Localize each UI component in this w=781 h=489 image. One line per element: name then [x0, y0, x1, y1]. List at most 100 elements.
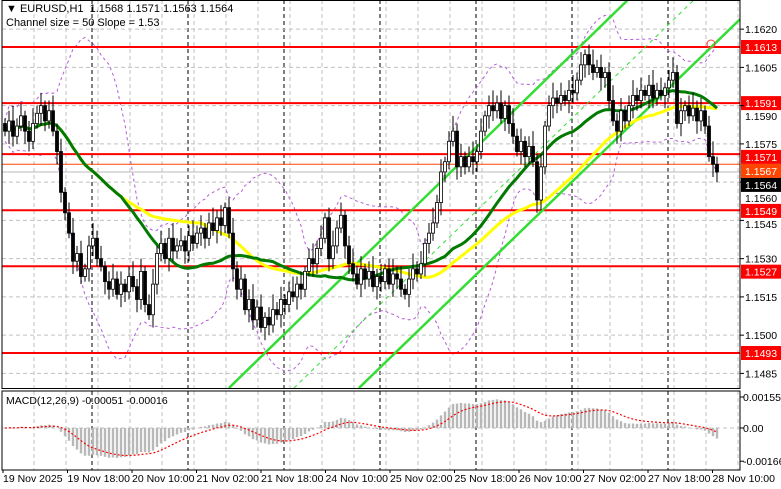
candle-body [691, 107, 695, 117]
candle-body [407, 278, 411, 295]
candle [167, 228, 171, 272]
candle-body [427, 232, 431, 244]
candle [235, 261, 239, 300]
candle-body [527, 146, 531, 158]
candle-body [291, 291, 295, 298]
triangle-down-icon[interactable]: ▼ [6, 3, 20, 15]
candle-body [559, 95, 563, 104]
candle-body [391, 273, 395, 285]
candle-body [531, 146, 535, 163]
macd-histogram-bar [639, 423, 643, 428]
macd-histogram-bar [151, 428, 155, 451]
macd-histogram-bar [375, 428, 379, 430]
macd-histogram-bar [595, 408, 599, 428]
candle [595, 59, 599, 78]
macd-histogram-bar [299, 428, 303, 437]
candle [211, 207, 215, 236]
macd-histogram-bar [295, 428, 299, 438]
candle-body [287, 291, 291, 305]
candle-body [623, 110, 627, 122]
macd-histogram-bar [259, 428, 263, 443]
candle-body [231, 232, 235, 270]
time-tick-label: 20 Nov 10:00 [132, 473, 195, 485]
ask-price-label-bg [741, 163, 781, 178]
macd-histogram-bar [659, 423, 663, 428]
candle [387, 258, 391, 290]
candle [155, 245, 159, 295]
candle [647, 75, 651, 109]
candle-body [259, 306, 263, 328]
macd-histogram-bar [219, 423, 223, 428]
macd-histogram-bar [511, 404, 515, 428]
candle [171, 222, 175, 262]
candle [355, 266, 359, 290]
candle [583, 49, 587, 78]
macd-histogram-bar [379, 428, 383, 430]
macd-histogram-bar [483, 401, 487, 428]
time-tick-label: 25 Nov 02:00 [390, 473, 453, 485]
candle [563, 90, 567, 106]
candle [283, 294, 287, 315]
candle-body [215, 217, 219, 232]
candle-body [463, 156, 467, 168]
macd-histogram-bar [579, 409, 583, 428]
candle-body [23, 115, 27, 132]
candle-body [371, 270, 375, 288]
candle-body [375, 276, 379, 288]
candle [87, 235, 91, 282]
macd-histogram-bar [491, 399, 495, 428]
macd-histogram-bar [59, 428, 63, 432]
macd-histogram-bar [203, 426, 207, 428]
candle [483, 110, 487, 137]
candle-body [471, 156, 475, 163]
candle [411, 253, 415, 290]
candle-body [431, 222, 435, 234]
candle [623, 105, 627, 129]
candle [47, 100, 51, 129]
candle-body [659, 89, 663, 96]
macd-histogram-bar [503, 400, 507, 428]
macd-histogram-bar [131, 428, 135, 455]
level-price-label: 1.1549 [745, 206, 777, 218]
macd-title: MACD(12,26,9) -0.00051 -0.00016 [6, 395, 168, 407]
candle [691, 92, 695, 121]
macd-histogram-bar [603, 410, 607, 428]
candle-body [479, 130, 483, 152]
candle-body [279, 299, 283, 316]
candle [275, 302, 279, 320]
candle [51, 95, 55, 137]
candle-body [147, 304, 151, 316]
macd-tick-label: 0.00155 [743, 392, 781, 404]
macd-histogram-bar [215, 423, 219, 428]
candle [27, 120, 31, 152]
candle [19, 103, 23, 132]
macd-histogram-bar [623, 423, 627, 428]
candle-body [175, 245, 179, 252]
candle-body [331, 245, 335, 260]
candle-body [635, 95, 639, 101]
candle-body [103, 265, 107, 282]
candle [559, 82, 563, 111]
candle-body [539, 166, 543, 201]
level-price-label: 1.1591 [745, 98, 777, 110]
macd-histogram-bar [371, 428, 375, 429]
macd-histogram-bar [283, 428, 287, 442]
candle-body [567, 89, 571, 101]
macd-histogram-bar [383, 428, 387, 430]
candle [531, 131, 535, 167]
candle [463, 151, 467, 175]
candle [187, 225, 191, 262]
candle [671, 57, 675, 88]
candle [419, 251, 423, 280]
macd-panel [2, 391, 740, 470]
candle [683, 100, 687, 121]
macd-histogram-bar [339, 417, 343, 428]
candle [659, 77, 663, 101]
candle [347, 235, 351, 274]
candle [515, 128, 519, 157]
candle-body [495, 102, 499, 112]
candle-body [255, 306, 259, 321]
macd-tick-label: -0.00166 [743, 456, 781, 468]
macd-histogram-bar [115, 428, 119, 458]
